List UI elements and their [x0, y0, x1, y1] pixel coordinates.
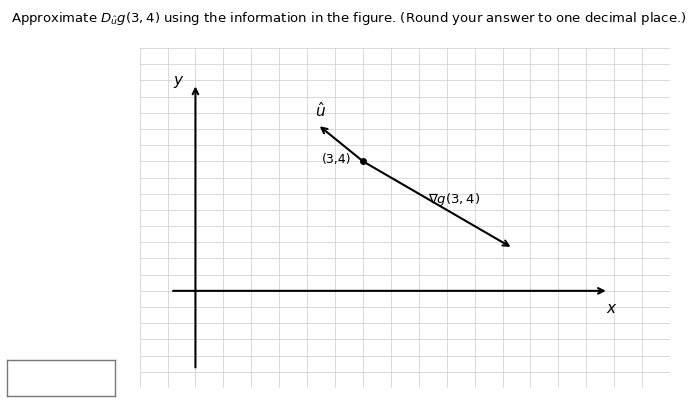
Text: $\hat{u}$: $\hat{u}$: [315, 101, 326, 120]
Text: Approximate $D_{\hat{u}}g(3, 4)$ using the information in the figure. (Round you: Approximate $D_{\hat{u}}g(3, 4)$ using t…: [11, 10, 687, 27]
Text: (3,4): (3,4): [322, 153, 352, 166]
Text: $x$: $x$: [606, 300, 617, 316]
Text: $\nabla g(3,4)$: $\nabla g(3,4)$: [429, 191, 480, 208]
Text: $y$: $y$: [172, 74, 184, 90]
